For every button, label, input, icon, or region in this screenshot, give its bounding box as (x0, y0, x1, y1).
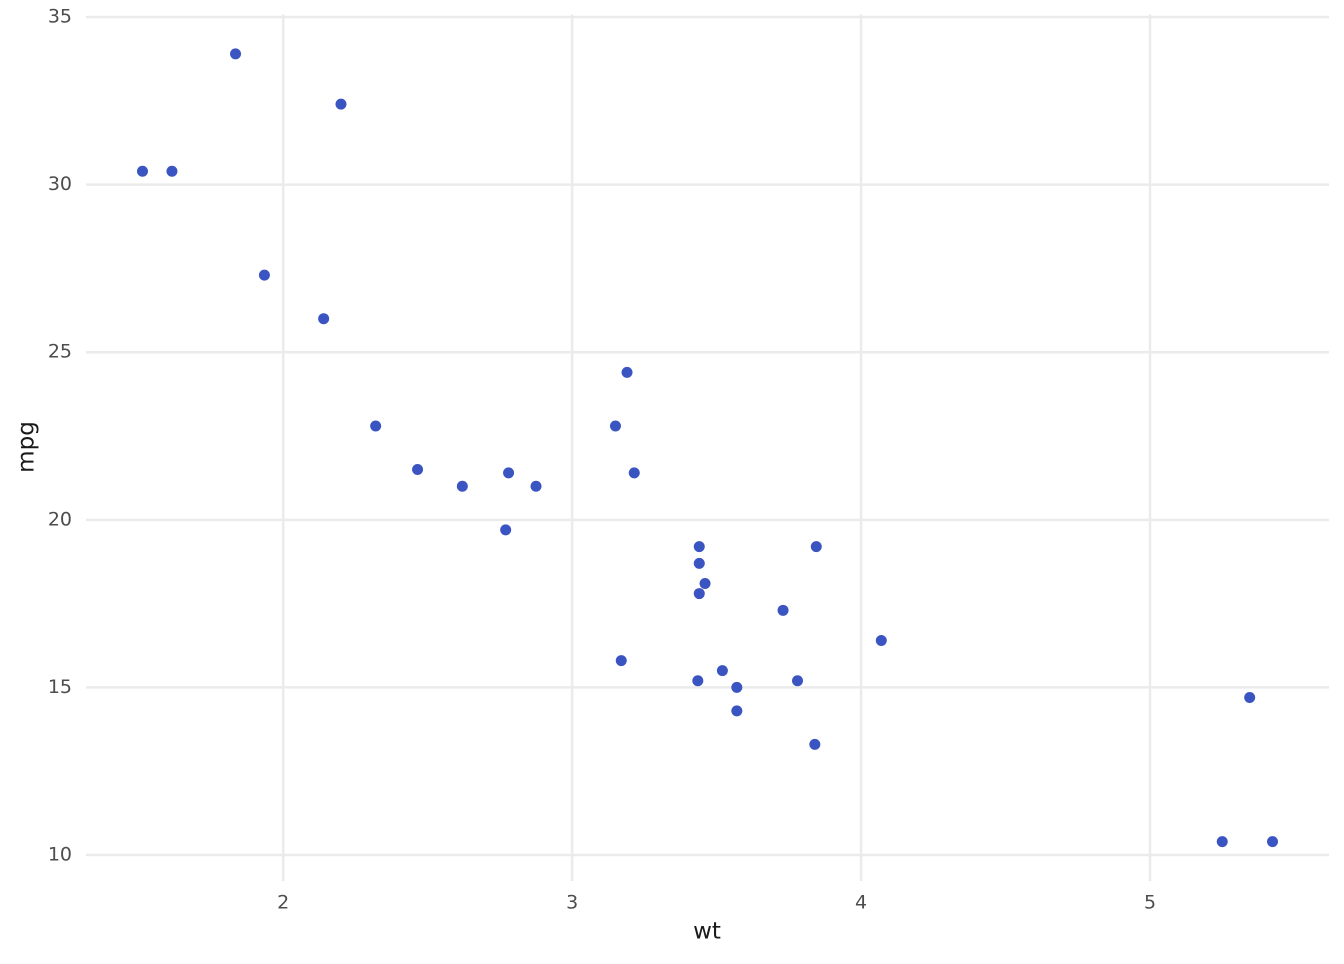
point (230, 48, 242, 60)
point (875, 634, 887, 646)
point (731, 681, 743, 693)
x-tick-label: 3 (566, 892, 578, 914)
point (699, 578, 711, 590)
y-tick-label: 15 (48, 676, 72, 698)
point (731, 705, 743, 717)
point (693, 557, 705, 569)
point (615, 655, 627, 667)
point (692, 675, 704, 687)
point (628, 467, 640, 479)
point (500, 524, 512, 536)
y-tick-label: 20 (48, 508, 72, 530)
point (318, 313, 330, 325)
point (258, 269, 270, 281)
point (1216, 836, 1228, 848)
point (693, 588, 705, 600)
x-axis-title: wt (693, 919, 721, 945)
point (370, 420, 382, 432)
point (503, 467, 515, 479)
point (456, 480, 468, 492)
y-tick-label: 10 (48, 844, 72, 866)
point (777, 604, 789, 616)
point (335, 98, 347, 110)
x-tick-label: 5 (1144, 892, 1156, 914)
point (412, 464, 424, 476)
x-tick-label: 4 (855, 892, 867, 914)
point (809, 738, 821, 750)
y-tick-label: 25 (48, 341, 72, 363)
y-tick-label: 30 (48, 173, 72, 195)
y-tick-label: 35 (48, 6, 72, 28)
point (716, 665, 728, 677)
point (810, 541, 822, 553)
point (609, 420, 621, 432)
x-tick-label: 2 (277, 892, 289, 914)
point (1267, 836, 1279, 848)
point (621, 366, 633, 378)
point (792, 675, 804, 687)
point (530, 480, 542, 492)
y-axis-title: mpg (14, 421, 40, 473)
point (136, 165, 148, 177)
point (1244, 691, 1256, 703)
point (166, 165, 178, 177)
point (693, 541, 705, 553)
